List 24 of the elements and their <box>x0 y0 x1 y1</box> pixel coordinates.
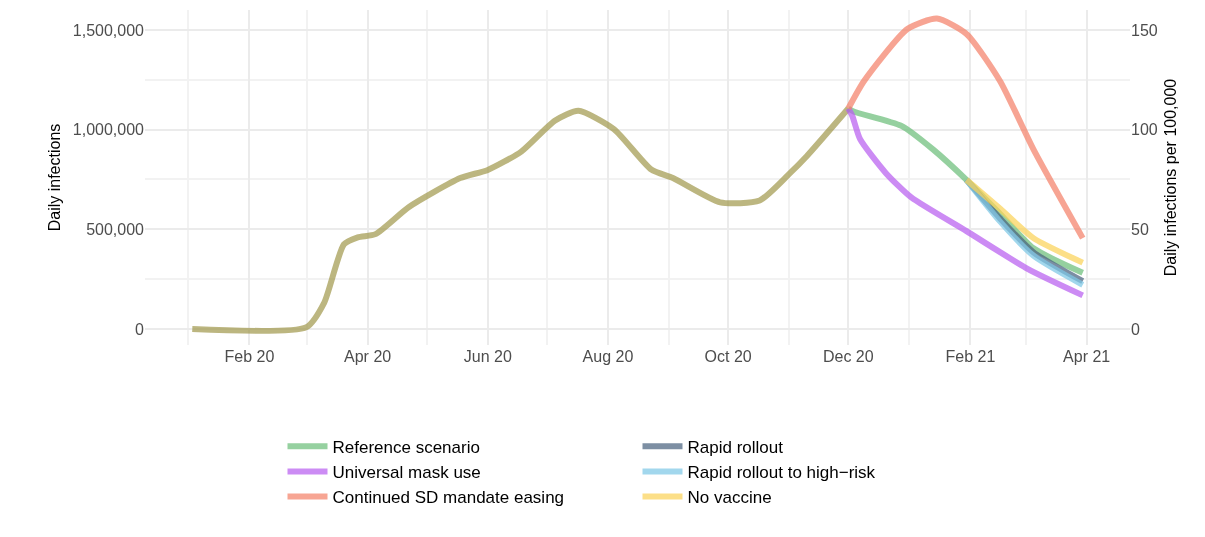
x-tick-label: Dec 20 <box>822 348 874 365</box>
x-tick-label: Feb 21 <box>945 348 996 365</box>
x-tick-label: Apr 20 <box>344 348 392 365</box>
y-tick-label: 500,000 <box>86 220 145 238</box>
legend-label: Reference scenario <box>332 437 480 457</box>
x-tick-label: Oct 20 <box>704 348 752 365</box>
y2-tick-label: 50 <box>1131 220 1149 238</box>
y-tick-label: 1,500,000 <box>72 21 145 39</box>
legend-label: Rapid rollout to high−risk <box>687 463 876 483</box>
y2-tick-label: 100 <box>1131 121 1158 139</box>
x-tick-label: Aug 20 <box>582 348 634 365</box>
y2-tick-label: 0 <box>1131 320 1140 338</box>
y-axis-title: Daily infections <box>45 123 63 232</box>
y-tick-label: 0 <box>135 320 145 338</box>
x-tick-label: Feb 20 <box>224 348 275 365</box>
legend-label: No vaccine <box>687 488 772 508</box>
x-tick-label: Apr 21 <box>1063 348 1111 365</box>
y2-tick-label: 150 <box>1131 21 1158 39</box>
legend-label: Universal mask use <box>332 463 481 483</box>
x-tick-label: Jun 20 <box>463 348 512 365</box>
legend-label: Continued SD mandate easing <box>332 488 565 508</box>
legend-label: Rapid rollout <box>687 437 784 457</box>
y2-axis-title: Daily infections per 100,000 <box>1162 78 1180 277</box>
y-tick-label: 1,000,000 <box>72 121 145 139</box>
